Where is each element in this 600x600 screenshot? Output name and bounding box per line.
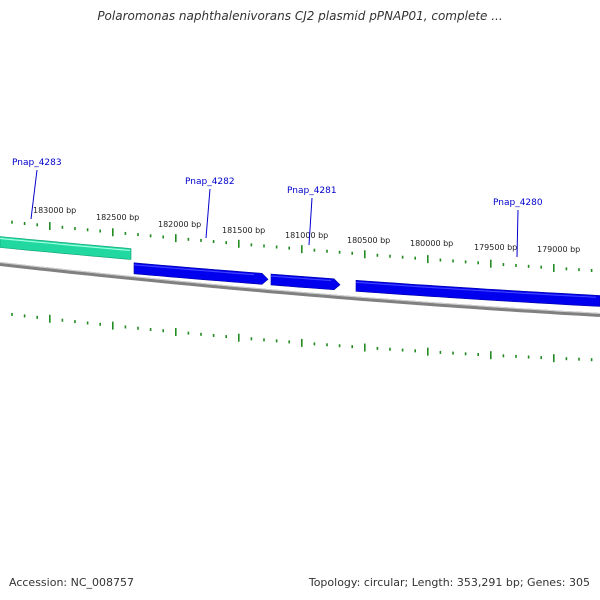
gene-track (0, 236, 600, 307)
gene-arrow-shade (133, 264, 255, 276)
genome-summary-text: Topology: circular; Length: 353,291 bp; … (308, 576, 590, 589)
tick-label: 183000 bp (33, 206, 76, 215)
gene-label-pnap-4280: Pnap_4280 (493, 198, 543, 208)
tick-label: 180500 bp (347, 236, 390, 245)
tick-label: 182000 bp (158, 220, 201, 229)
tick-label: 179500 bp (474, 243, 517, 252)
gene-arrow-shade (270, 275, 332, 282)
tick-label: 181000 bp (285, 231, 328, 240)
outer-tick-ring (11, 220, 593, 273)
gene-leader-line (516, 209, 519, 258)
gene-label-pnap-4283: Pnap_4283 (12, 158, 62, 168)
tick-label: 181500 bp (222, 226, 265, 235)
tick-label: 179000 bp (537, 245, 580, 254)
tick-label: 180000 bp (410, 239, 453, 248)
gene-leader-line (30, 169, 38, 220)
gene-arrow-shade (0, 237, 131, 252)
map-title: Polaromonas naphthalenivorans CJ2 plasmi… (97, 9, 503, 23)
tick-labels: 183000 bp 182500 bp 182000 bp 181500 bp 1810… (33, 206, 580, 254)
gene-label-pnap-4282: Pnap_4282 (185, 177, 235, 187)
plasmid-backbone-highlight (0, 262, 600, 314)
accession-text: Accession: NC_008757 (9, 576, 135, 589)
tick-label: 182500 bp (96, 213, 139, 222)
gene-arrow-pnap-4283 (0, 236, 132, 260)
gene-leader-line (308, 197, 313, 246)
inner-tick-ring (11, 312, 593, 363)
plasmid-backbone (0, 262, 600, 317)
gene-labels: Pnap_4283 Pnap_4282 Pnap_4281 Pnap_4280 (12, 158, 543, 258)
gene-arrow-shade (355, 281, 597, 298)
gene-label-pnap-4281: Pnap_4281 (287, 186, 337, 196)
gene-leader-line (205, 188, 211, 239)
